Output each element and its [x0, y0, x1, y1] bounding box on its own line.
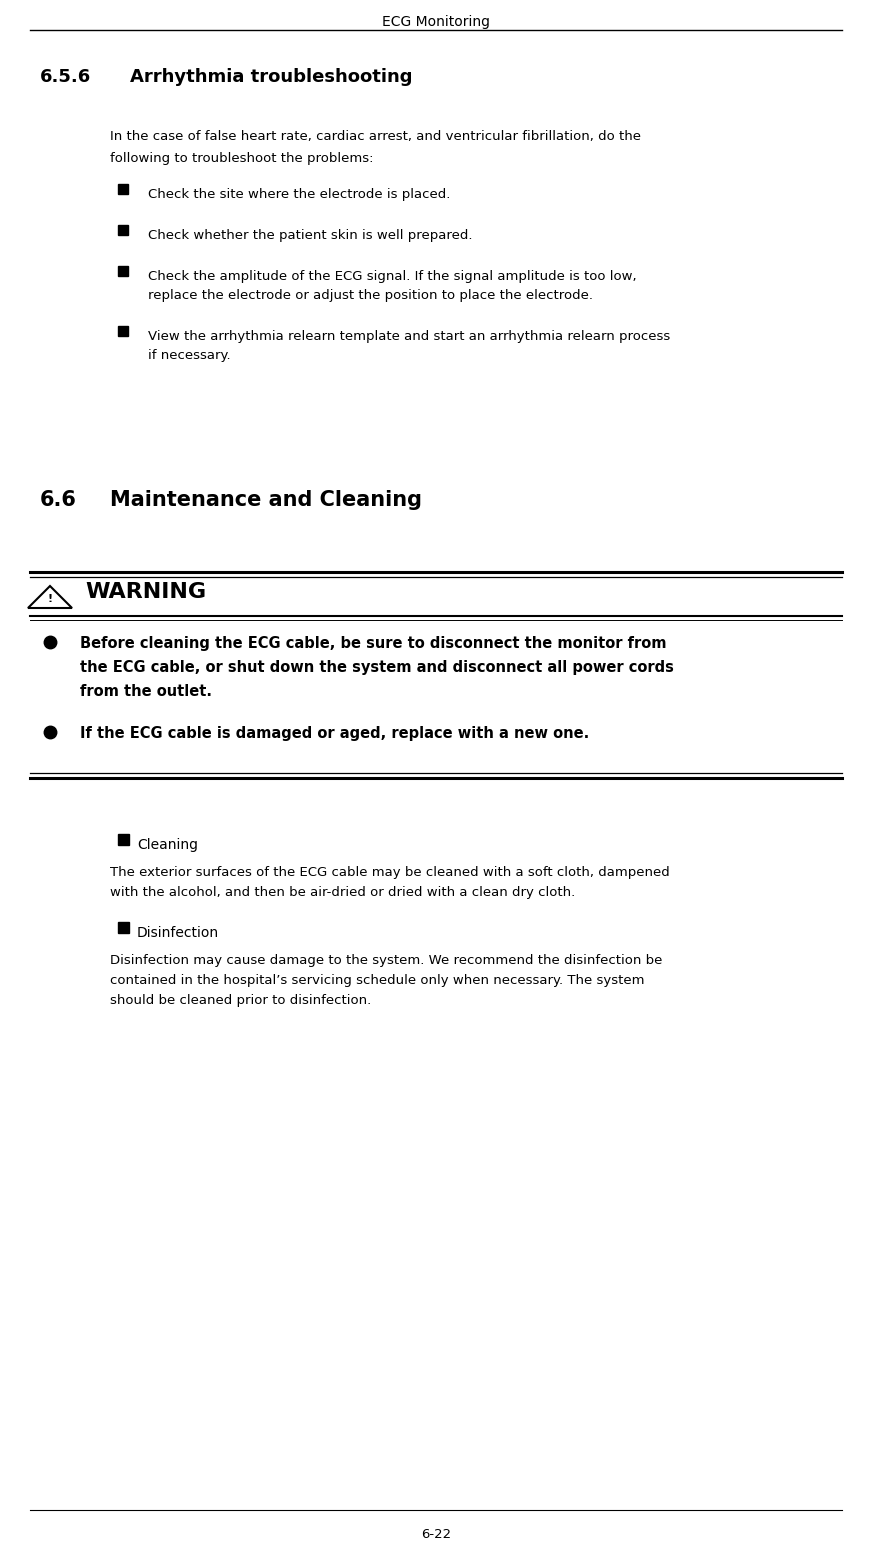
Text: Disinfection may cause damage to the system. We recommend the disinfection be: Disinfection may cause damage to the sys… — [110, 954, 663, 967]
Text: ECG Monitoring: ECG Monitoring — [382, 16, 490, 29]
Text: Check the amplitude of the ECG signal. If the signal amplitude is too low,: Check the amplitude of the ECG signal. I… — [148, 270, 637, 282]
Text: Arrhythmia troubleshooting: Arrhythmia troubleshooting — [130, 68, 412, 85]
Bar — [118, 833, 129, 844]
Text: View the arrhythmia relearn template and start an arrhythmia relearn process: View the arrhythmia relearn template and… — [148, 331, 671, 343]
Text: The exterior surfaces of the ECG cable may be cleaned with a soft cloth, dampene: The exterior surfaces of the ECG cable m… — [110, 866, 670, 878]
Text: !: ! — [47, 594, 52, 604]
Text: should be cleaned prior to disinfection.: should be cleaned prior to disinfection. — [110, 993, 371, 1007]
Text: 6.5.6: 6.5.6 — [40, 68, 92, 85]
Text: Cleaning: Cleaning — [137, 838, 198, 852]
Text: If the ECG cable is damaged or aged, replace with a new one.: If the ECG cable is damaged or aged, rep… — [80, 726, 589, 740]
Bar — [118, 922, 129, 933]
Text: if necessary.: if necessary. — [148, 349, 230, 362]
Text: following to troubleshoot the problems:: following to troubleshoot the problems: — [110, 152, 373, 165]
Bar — [118, 265, 128, 276]
Text: with the alcohol, and then be air-dried or dried with a clean dry cloth.: with the alcohol, and then be air-dried … — [110, 886, 576, 899]
Text: Disinfection: Disinfection — [137, 927, 219, 941]
Text: 6.6: 6.6 — [40, 490, 77, 511]
Text: 6-22: 6-22 — [421, 1529, 451, 1541]
Bar — [118, 326, 128, 335]
Text: from the outlet.: from the outlet. — [80, 684, 212, 698]
Text: In the case of false heart rate, cardiac arrest, and ventricular fibrillation, d: In the case of false heart rate, cardiac… — [110, 130, 641, 143]
Text: WARNING: WARNING — [85, 582, 206, 602]
Text: contained in the hospital’s servicing schedule only when necessary. The system: contained in the hospital’s servicing sc… — [110, 975, 644, 987]
Text: Check whether the patient skin is well prepared.: Check whether the patient skin is well p… — [148, 230, 473, 242]
Bar — [118, 185, 128, 194]
Text: the ECG cable, or shut down the system and disconnect all power cords: the ECG cable, or shut down the system a… — [80, 660, 674, 675]
Text: Check the site where the electrode is placed.: Check the site where the electrode is pl… — [148, 188, 450, 202]
Text: replace the electrode or adjust the position to place the electrode.: replace the electrode or adjust the posi… — [148, 289, 593, 303]
Text: Maintenance and Cleaning: Maintenance and Cleaning — [110, 490, 422, 511]
Bar — [118, 225, 128, 234]
Text: Before cleaning the ECG cable, be sure to disconnect the monitor from: Before cleaning the ECG cable, be sure t… — [80, 636, 666, 650]
